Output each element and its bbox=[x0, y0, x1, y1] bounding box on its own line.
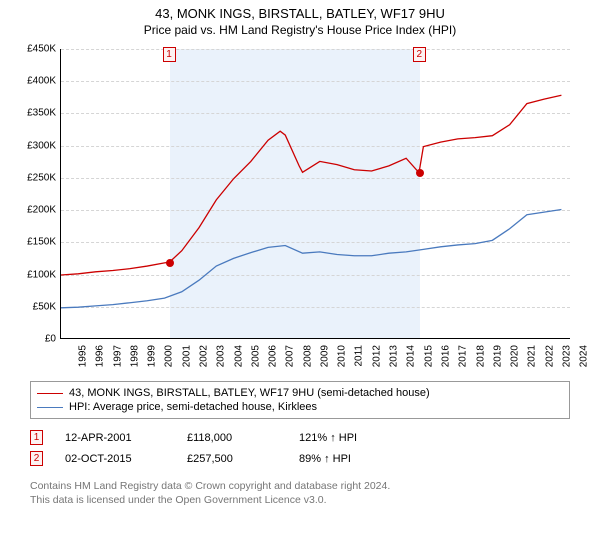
y-axis-label: £150K bbox=[20, 237, 56, 248]
x-axis-label: 2000 bbox=[164, 345, 175, 367]
transaction-row: 1 12-APR-2001 £118,000 121% ↑ HPI bbox=[30, 427, 570, 448]
plot-area bbox=[60, 49, 570, 339]
legend-label: 43, MONK INGS, BIRSTALL, BATLEY, WF17 9H… bbox=[69, 387, 430, 399]
x-axis-label: 1997 bbox=[112, 345, 123, 367]
x-axis-label: 1998 bbox=[129, 345, 140, 367]
y-axis-label: £350K bbox=[20, 108, 56, 119]
footnote-line-2: This data is licensed under the Open Gov… bbox=[30, 493, 570, 507]
x-axis-label: 2013 bbox=[388, 345, 399, 367]
chart-subtitle: Price paid vs. HM Land Registry's House … bbox=[144, 23, 456, 37]
footnote-line-1: Contains HM Land Registry data © Crown c… bbox=[30, 479, 570, 493]
y-axis-label: £300K bbox=[20, 140, 56, 151]
chart: £0 £50K £100K £150K £200K £250K £300K £350K £400… bbox=[20, 45, 580, 375]
transaction-table: 1 12-APR-2001 £118,000 121% ↑ HPI 2 02-OCT-20… bbox=[30, 427, 570, 469]
transaction-pct: 89% ↑ HPI bbox=[299, 453, 419, 465]
x-axis-label: 2019 bbox=[492, 345, 503, 367]
legend-label: HPI: Average price, semi-detached house,… bbox=[69, 401, 317, 413]
x-axis-label: 2010 bbox=[337, 345, 348, 367]
x-axis-label: 2006 bbox=[267, 345, 278, 367]
y-axis-label: £250K bbox=[20, 172, 56, 183]
chart-title: 43, MONK INGS, BIRSTALL, BATLEY, WF17 9H… bbox=[155, 6, 445, 21]
x-axis-label: 2023 bbox=[561, 345, 572, 367]
x-axis-label: 1996 bbox=[95, 345, 106, 367]
series-line bbox=[61, 95, 561, 275]
transaction-pct: 121% ↑ HPI bbox=[299, 432, 419, 444]
legend-swatch bbox=[37, 393, 63, 394]
y-axis-label: £200K bbox=[20, 205, 56, 216]
series-svg bbox=[61, 49, 570, 338]
x-axis-label: 2003 bbox=[216, 345, 227, 367]
x-axis-label: 2012 bbox=[371, 345, 382, 367]
x-axis-label: 2008 bbox=[302, 345, 313, 367]
legend-swatch bbox=[37, 407, 63, 408]
x-axis-label: 2020 bbox=[509, 345, 520, 367]
transaction-date: 02-OCT-2015 bbox=[65, 453, 165, 465]
x-axis-label: 2005 bbox=[250, 345, 261, 367]
legend: 43, MONK INGS, BIRSTALL, BATLEY, WF17 9H… bbox=[30, 381, 570, 419]
x-axis-label: 2007 bbox=[285, 345, 296, 367]
footnote: Contains HM Land Registry data © Crown c… bbox=[30, 479, 570, 507]
x-axis-label: 2015 bbox=[423, 345, 434, 367]
x-axis-label: 2001 bbox=[181, 345, 192, 367]
marker-dot bbox=[416, 169, 424, 177]
x-axis-label: 2016 bbox=[440, 345, 451, 367]
marker-flag: 2 bbox=[413, 47, 426, 62]
legend-item: 43, MONK INGS, BIRSTALL, BATLEY, WF17 9H… bbox=[37, 386, 563, 400]
x-axis-label: 2009 bbox=[319, 345, 330, 367]
x-axis-label: 2011 bbox=[353, 345, 364, 367]
transaction-price: £118,000 bbox=[187, 432, 277, 444]
transaction-price: £257,500 bbox=[187, 453, 277, 465]
transaction-date: 12-APR-2001 bbox=[65, 432, 165, 444]
x-axis-label: 1995 bbox=[77, 345, 88, 367]
transaction-marker: 1 bbox=[30, 430, 43, 445]
x-axis-label: 2017 bbox=[458, 345, 469, 367]
legend-item: HPI: Average price, semi-detached house,… bbox=[37, 400, 563, 414]
x-axis-label: 2021 bbox=[527, 345, 538, 367]
y-axis-label: £0 bbox=[20, 334, 56, 345]
transaction-marker: 2 bbox=[30, 451, 43, 466]
marker-dot bbox=[166, 259, 174, 267]
x-axis-label: 2014 bbox=[406, 345, 417, 367]
y-axis-label: £450K bbox=[20, 44, 56, 55]
y-axis-label: £50K bbox=[20, 301, 56, 312]
x-axis-label: 2018 bbox=[475, 345, 486, 367]
series-line bbox=[61, 210, 561, 308]
x-axis-label: 2002 bbox=[198, 345, 209, 367]
marker-flag: 1 bbox=[163, 47, 176, 62]
x-axis-label: 2024 bbox=[579, 345, 590, 367]
transaction-row: 2 02-OCT-2015 £257,500 89% ↑ HPI bbox=[30, 448, 570, 469]
y-axis-label: £100K bbox=[20, 269, 56, 280]
y-axis-label: £400K bbox=[20, 76, 56, 87]
x-axis-label: 2004 bbox=[233, 345, 244, 367]
x-axis-label: 1999 bbox=[146, 345, 157, 367]
x-axis-label: 2022 bbox=[544, 345, 555, 367]
